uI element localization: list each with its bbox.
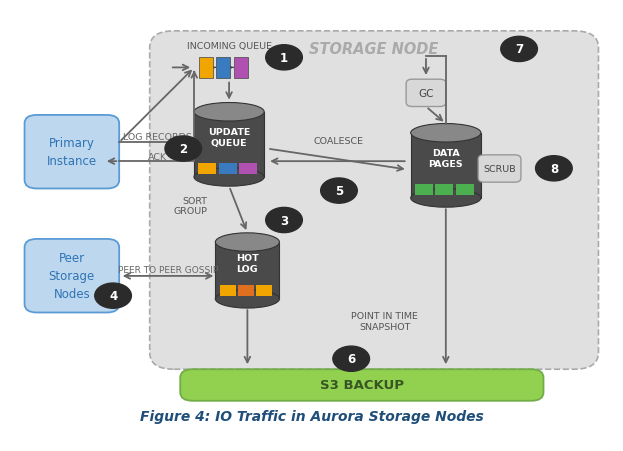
FancyBboxPatch shape [478, 156, 521, 183]
Text: 3: 3 [280, 214, 288, 227]
Bar [220, 286, 235, 296]
Text: PEER TO PEER GOSSIP: PEER TO PEER GOSSIP [118, 265, 218, 274]
Circle shape [321, 179, 358, 204]
Ellipse shape [411, 124, 481, 143]
Text: COALESCE: COALESCE [314, 136, 364, 145]
Bar [435, 185, 454, 196]
FancyBboxPatch shape [180, 369, 543, 401]
Circle shape [536, 156, 572, 181]
Circle shape [266, 46, 302, 71]
FancyBboxPatch shape [150, 32, 599, 369]
Bar [216, 58, 231, 78]
Text: SORT
GROUP: SORT GROUP [174, 196, 207, 216]
Text: 7: 7 [515, 43, 523, 56]
Ellipse shape [411, 189, 481, 208]
Bar [415, 185, 433, 196]
Bar [216, 243, 280, 299]
Bar [239, 164, 257, 175]
Text: 8: 8 [549, 162, 558, 175]
FancyBboxPatch shape [24, 115, 119, 189]
FancyBboxPatch shape [24, 239, 119, 313]
Circle shape [266, 208, 302, 233]
Text: UPDATE
QUEUE: UPDATE QUEUE [208, 128, 250, 147]
Bar [256, 286, 272, 296]
Bar [198, 164, 216, 175]
Bar [238, 286, 254, 296]
Bar [199, 58, 212, 78]
Circle shape [333, 346, 369, 372]
Text: LOG RECORDS: LOG RECORDS [123, 133, 191, 142]
Text: INCOMING QUEUE: INCOMING QUEUE [186, 42, 272, 51]
Text: 1: 1 [280, 52, 288, 64]
Circle shape [165, 137, 202, 162]
Bar [194, 112, 264, 178]
Text: Primary
Instance: Primary Instance [47, 137, 97, 168]
Ellipse shape [216, 290, 280, 308]
Text: Peer
Storage
Nodes: Peer Storage Nodes [49, 252, 95, 300]
Text: 6: 6 [347, 352, 355, 365]
Text: ACK: ACK [148, 152, 166, 161]
Ellipse shape [194, 103, 264, 122]
Text: S3 BACKUP: S3 BACKUP [320, 379, 404, 391]
Text: DATA
PAGES: DATA PAGES [429, 148, 463, 169]
Text: STORAGE NODE: STORAGE NODE [310, 42, 439, 57]
Text: POINT IN TIME
SNAPSHOT: POINT IN TIME SNAPSHOT [351, 312, 418, 331]
Circle shape [95, 283, 131, 308]
Text: HOT
LOG: HOT LOG [236, 253, 259, 273]
Bar [234, 58, 248, 78]
Text: Figure 4: IO Traffic in Aurora Storage Nodes: Figure 4: IO Traffic in Aurora Storage N… [140, 410, 483, 423]
Text: 5: 5 [335, 184, 343, 198]
FancyBboxPatch shape [406, 80, 446, 107]
Circle shape [501, 37, 538, 62]
Text: 4: 4 [109, 290, 117, 303]
Bar [219, 164, 237, 175]
Text: 2: 2 [179, 143, 188, 156]
Text: SCRUB: SCRUB [483, 165, 516, 174]
Bar [411, 133, 481, 198]
Bar [455, 185, 473, 196]
Text: GC: GC [418, 89, 434, 99]
Ellipse shape [194, 168, 264, 187]
Ellipse shape [216, 233, 280, 252]
